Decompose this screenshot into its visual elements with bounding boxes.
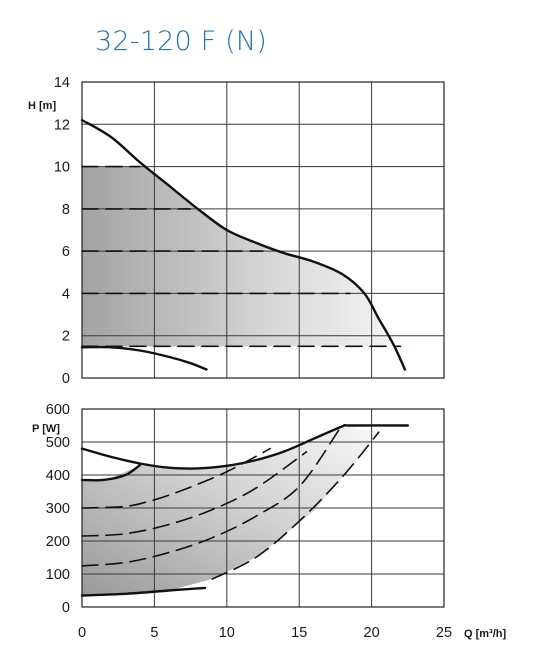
power-xtick-label: 25 — [436, 625, 452, 641]
power-series-solid-1 — [80, 586, 207, 597]
head-series-solid-1 — [80, 345, 208, 371]
x-axis-label: Q [m³/h] — [464, 628, 506, 640]
power-ytick-label: 300 — [46, 501, 70, 517]
head-ytick-label: 10 — [54, 160, 70, 176]
power-series-dashed-4 — [81, 451, 308, 537]
head-ytick-label: 4 — [62, 286, 70, 302]
head-ytick-label: 12 — [54, 117, 70, 133]
power-ytick-label: 600 — [46, 402, 70, 418]
power-y-axis-label: P [W] — [32, 423, 60, 435]
power-xtick-label: 0 — [78, 625, 86, 641]
chart-title: 32-120 F (N) — [95, 26, 267, 57]
head-plot-frame — [81, 81, 445, 379]
power-xtick-label: 15 — [291, 625, 307, 641]
head-ytick-label: 8 — [62, 202, 70, 218]
power-ytick-label: 400 — [46, 468, 70, 484]
power-ytick-label: 0 — [62, 600, 70, 616]
power-series-solid-2 — [80, 463, 142, 482]
head-y-axis-label: H [m] — [28, 100, 56, 112]
power-xtick-label: 5 — [150, 625, 158, 641]
power-series-solid-0 — [80, 423, 409, 470]
head-operating-area — [82, 161, 421, 347]
power-xtick-label: 20 — [364, 625, 380, 641]
power-series-dashed-6 — [211, 431, 380, 580]
power-operating-area — [82, 426, 379, 596]
head-ytick-label: 0 — [62, 371, 70, 387]
head-ytick-label: 2 — [62, 329, 70, 345]
power-series-dashed-5 — [81, 428, 341, 567]
head-ytick-label: 6 — [62, 244, 70, 260]
power-ytick-label: 200 — [46, 534, 70, 550]
power-ytick-label: 500 — [46, 435, 70, 451]
power-chart: 0 100 200 300 400 500 600 0 5 10 15 20 25 P [W] Q [m³/… — [32, 402, 506, 641]
power-series-dashed-3 — [81, 447, 271, 509]
head-series-solid-0 — [80, 118, 407, 371]
head-chart: 0 2 4 6 8 10 12 14 H [m] — [28, 75, 445, 387]
power-ytick-label: 100 — [46, 567, 70, 583]
head-ytick-label: 14 — [54, 75, 70, 91]
power-xtick-label: 10 — [219, 625, 235, 641]
